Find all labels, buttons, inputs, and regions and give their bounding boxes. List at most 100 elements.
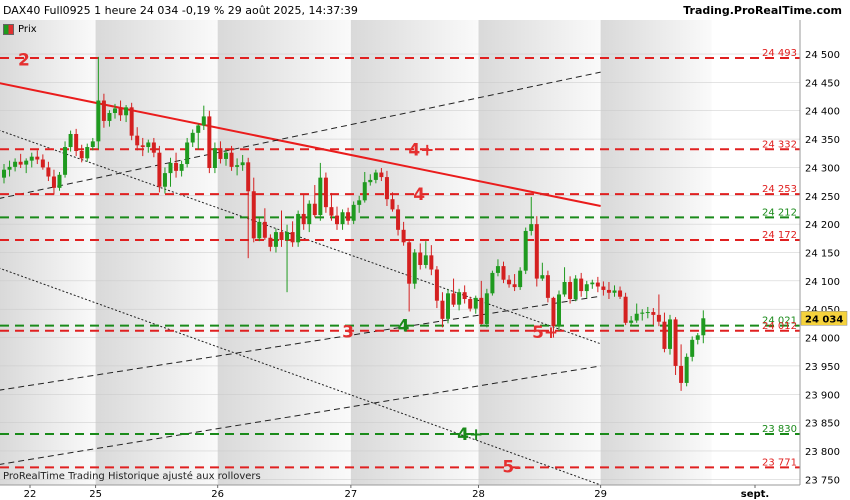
candle-body [512,284,517,288]
candle-body [68,133,73,148]
candle-body [196,125,201,133]
candle [407,238,412,312]
candle-body [579,278,584,292]
level-label: 24 021 [762,316,797,327]
candle-body [407,242,412,284]
candle-body [368,179,373,183]
candle-body [335,215,339,225]
candle [512,274,517,292]
level-label: 24 253 [762,184,797,195]
candle-body [629,320,634,323]
candle [668,314,672,355]
candle-body [157,152,162,187]
candle-body [174,162,179,171]
level-label: 24 212 [762,207,797,218]
candle [679,344,684,391]
candle [473,295,478,314]
candle-body [307,203,312,225]
candle [129,102,134,141]
candle [151,137,156,158]
brand-label: Trading.ProRealTime.com [683,4,842,17]
candle [606,281,611,299]
price-tick-label: 23 950 [805,362,840,373]
time-tick-label: sept. [741,489,769,500]
level-label: 23 771 [762,457,797,468]
level-label: 24 332 [762,139,797,150]
candle-body [601,286,606,290]
candle [96,56,101,150]
candle [224,149,228,166]
candle [368,174,373,186]
candle [568,276,573,304]
time-tick-label: 25 [89,489,102,500]
candle [190,129,195,148]
candle [673,317,678,375]
candle [68,130,73,152]
candle [24,158,29,174]
candle [157,145,162,193]
candle [595,276,600,293]
chart-title: DAX40 Full0925 1 heure 24 034 -0,19 % 29… [3,4,358,17]
candle-body [268,237,273,247]
candle [351,201,356,225]
candle-body [534,224,539,279]
candle-body [457,292,462,305]
legend[interactable]: Prix [3,24,37,35]
candle [690,336,695,362]
candle-body [329,207,334,216]
candle-body [640,312,645,314]
candle-body [595,282,600,287]
candle-body [495,266,500,273]
candle [551,296,556,338]
candle-body [568,281,573,299]
candle-body [290,232,295,243]
candle-body [24,160,29,165]
candle [268,234,273,252]
candle-body [423,255,428,265]
candle-body [29,156,34,161]
candle-body [396,209,401,230]
candle [113,103,117,119]
candle [251,177,256,243]
candle [518,267,523,290]
candle [590,279,595,289]
candle [490,270,495,296]
wave-annotation: 5- [502,457,521,477]
candle-body [301,213,306,225]
time-tick-label: 27 [345,489,358,500]
candle-body [63,147,68,175]
candle [2,164,6,184]
candle-body [90,141,95,148]
candle [257,217,262,242]
last-price-tag [800,311,848,326]
candle-body [412,252,417,284]
candle-body [212,148,217,169]
candle [701,310,706,344]
candle-body [695,335,700,340]
candle [640,309,645,321]
candle-body [490,272,495,294]
candle [285,224,290,293]
candle-body [618,290,623,297]
time-axis-band [0,485,850,500]
candle [618,286,623,299]
trend-line [0,71,601,199]
candle-body [501,266,506,280]
candle [634,303,639,323]
trend-line [0,267,601,486]
candle [601,281,606,296]
candle [57,171,62,191]
candle [384,170,389,206]
candle [74,128,79,157]
candle [168,157,173,187]
footer-note: ProRealTime Trading Historique ajusté au… [3,471,261,482]
price-tick-label: 24 500 [805,50,840,61]
candle [534,216,539,287]
candle [335,206,339,230]
candle-body [235,165,240,167]
price-tick-label: 24 450 [805,78,840,89]
candle [46,161,51,182]
candle-body [690,339,695,357]
